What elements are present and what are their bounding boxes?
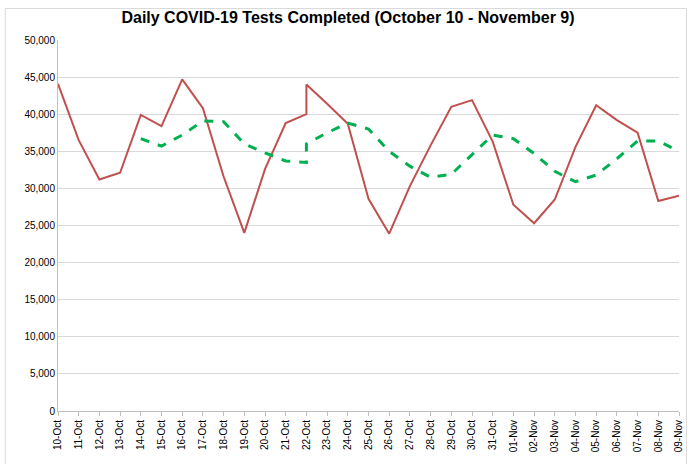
- svg-text:11-Oct: 11-Oct: [73, 420, 84, 449]
- svg-text:04-Nov: 04-Nov: [570, 420, 581, 452]
- svg-text:28-Oct: 28-Oct: [425, 420, 436, 450]
- svg-text:08-Nov: 08-Nov: [653, 420, 664, 452]
- svg-text:25,000: 25,000: [24, 220, 55, 231]
- svg-text:29-Oct: 29-Oct: [446, 420, 457, 450]
- svg-text:18-Oct: 18-Oct: [218, 420, 229, 450]
- svg-text:24-Oct: 24-Oct: [342, 420, 353, 450]
- svg-text:02-Nov: 02-Nov: [528, 420, 539, 452]
- svg-text:10,000: 10,000: [24, 331, 55, 342]
- svg-text:45,000: 45,000: [24, 72, 55, 83]
- svg-text:12-Oct: 12-Oct: [94, 420, 105, 450]
- svg-text:03-Nov: 03-Nov: [549, 420, 560, 452]
- svg-text:5,000: 5,000: [30, 368, 55, 379]
- svg-text:26-Oct: 26-Oct: [383, 420, 394, 450]
- svg-text:40,000: 40,000: [24, 109, 55, 120]
- svg-text:10-Oct: 10-Oct: [52, 420, 63, 450]
- svg-text:06-Nov: 06-Nov: [611, 420, 622, 452]
- svg-text:20-Oct: 20-Oct: [259, 420, 270, 450]
- svg-text:17-Oct: 17-Oct: [197, 420, 208, 450]
- svg-text:20,000: 20,000: [24, 257, 55, 268]
- svg-text:15,000: 15,000: [24, 294, 55, 305]
- svg-text:50,000: 50,000: [24, 35, 55, 46]
- svg-text:25-Oct: 25-Oct: [363, 420, 374, 450]
- svg-text:15-Oct: 15-Oct: [156, 420, 167, 450]
- svg-text:01-Nov: 01-Nov: [508, 420, 519, 452]
- svg-text:22-Oct: 22-Oct: [301, 420, 312, 450]
- svg-text:0: 0: [49, 406, 55, 417]
- svg-text:14-Oct: 14-Oct: [135, 420, 146, 450]
- svg-text:31-Oct: 31-Oct: [487, 420, 498, 450]
- svg-text:21-Oct: 21-Oct: [280, 420, 291, 450]
- svg-text:19-Oct: 19-Oct: [239, 420, 250, 450]
- svg-text:30-Oct: 30-Oct: [466, 420, 477, 450]
- svg-text:27-Oct: 27-Oct: [404, 420, 415, 450]
- svg-text:Daily COVID-19 Tests Completed: Daily COVID-19 Tests Completed (October …: [121, 9, 574, 26]
- svg-text:30,000: 30,000: [24, 183, 55, 194]
- svg-text:16-Oct: 16-Oct: [176, 420, 187, 450]
- svg-text:07-Nov: 07-Nov: [632, 420, 643, 452]
- svg-text:05-Nov: 05-Nov: [590, 420, 601, 452]
- svg-text:13-Oct: 13-Oct: [114, 420, 125, 450]
- svg-text:23-Oct: 23-Oct: [321, 420, 332, 450]
- svg-text:09-Nov: 09-Nov: [673, 420, 684, 452]
- svg-text:35,000: 35,000: [24, 146, 55, 157]
